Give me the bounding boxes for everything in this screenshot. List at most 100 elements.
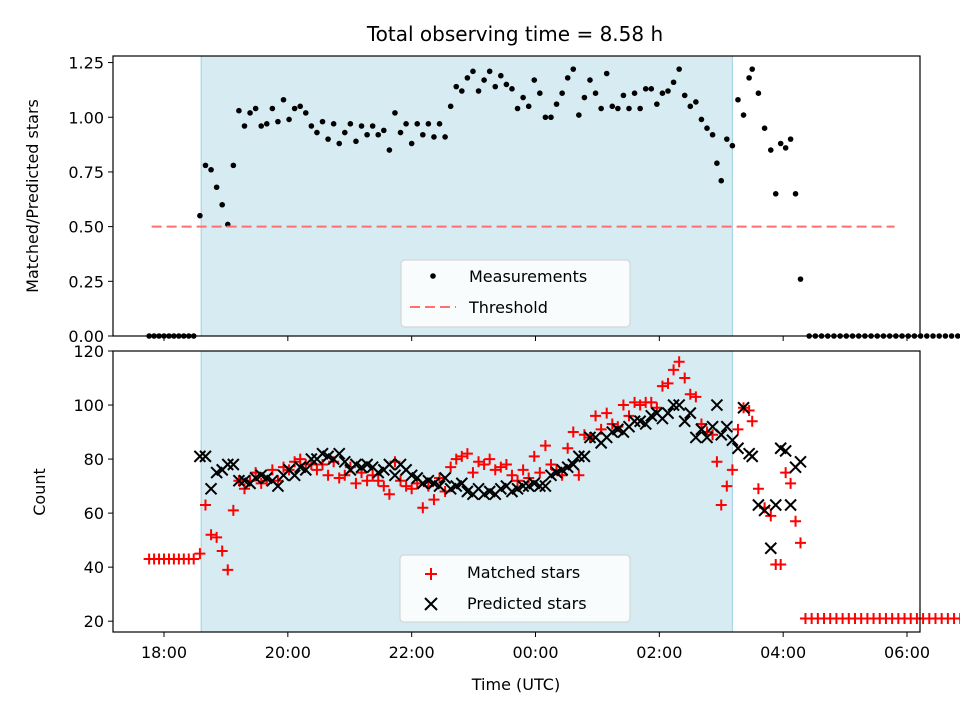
predicted-star-point <box>779 444 792 458</box>
matched-star-point <box>406 483 418 495</box>
measurement-point <box>709 131 716 138</box>
measurement-point <box>559 90 565 96</box>
measurement-point <box>693 99 699 105</box>
predicted-legend-marker <box>424 597 438 611</box>
measurement-point <box>470 68 476 75</box>
matched-star-point <box>752 483 764 495</box>
predicted-star-point <box>333 447 346 460</box>
lower-xtick-label: 18:00 <box>141 643 187 662</box>
matched-star-point <box>322 469 334 481</box>
matched-star-point <box>450 453 462 465</box>
predicted-star-point <box>578 450 591 463</box>
matched-star-point <box>684 388 696 400</box>
measurement-point <box>704 125 710 131</box>
matched-star-point <box>467 467 479 479</box>
matched-star-point <box>645 396 657 408</box>
matched-star-point <box>695 418 707 430</box>
measurement-point <box>642 86 649 92</box>
upper-ytick-label: 0.25 <box>68 272 104 291</box>
predicted-star-point <box>383 458 396 471</box>
measurement-point <box>453 83 460 90</box>
predicted-star-point <box>726 433 739 447</box>
predicted-star-point <box>227 458 240 471</box>
matched-star-point <box>780 467 792 479</box>
measurement-point <box>330 121 337 127</box>
measurement-point <box>459 88 465 94</box>
matched-star-point <box>629 396 641 408</box>
matched-star-point <box>445 461 457 473</box>
lower-ytick-label: 60 <box>84 504 104 523</box>
measurement-point <box>537 90 543 96</box>
predicted-star-point <box>695 423 708 436</box>
predicted-star-point <box>628 415 641 428</box>
measurement-point <box>353 138 359 145</box>
matched-star-point <box>656 380 668 392</box>
matched-star-point <box>311 464 323 476</box>
predicted-star-point <box>689 431 703 444</box>
measurement-point <box>447 103 454 110</box>
matched-star-point <box>456 450 468 462</box>
upper-axes-frame <box>112 55 921 337</box>
matched-star-point <box>662 377 674 389</box>
predicted-star-point <box>678 415 691 428</box>
matched-star-point <box>573 469 585 481</box>
matched-star-point <box>795 537 807 549</box>
measurement-point <box>777 140 784 147</box>
measurement-point <box>481 77 487 83</box>
predicted-star-point <box>710 398 724 412</box>
predicted-star-point <box>684 406 697 420</box>
matched-star-point <box>428 494 440 506</box>
predicted-star-point <box>746 450 759 463</box>
matched-star-point <box>726 464 738 476</box>
upper-legend: Measurements Threshold <box>400 259 631 328</box>
matched-star-point <box>765 510 777 522</box>
measurement-point <box>297 103 304 110</box>
measurement-point <box>464 75 471 81</box>
measurement-point <box>492 83 499 90</box>
lower-ticks: 20 40 60 80 100 120 18:00 20:00 22:00 00:00 02:00 0… <box>73 342 930 662</box>
measurement-point <box>258 123 265 129</box>
measurement-point <box>425 121 432 127</box>
measurement-point <box>603 70 610 77</box>
matched-star-point <box>378 480 390 492</box>
measurement-point <box>252 105 259 112</box>
predicted-star-point <box>639 417 652 431</box>
predicted-star-point <box>567 458 580 471</box>
measurement-point <box>369 123 376 129</box>
measurement-point <box>263 121 270 127</box>
predicted-star-point <box>731 442 745 455</box>
measurement-point <box>308 123 315 129</box>
measurement-point <box>414 121 421 127</box>
measurement-point <box>197 212 203 219</box>
measurement-point <box>659 90 666 96</box>
lower-ytick-label: 120 <box>73 342 104 361</box>
matched-star-point <box>534 467 546 479</box>
lower-y-axis-label: Count <box>30 468 49 516</box>
measurement-point <box>397 129 404 136</box>
measurement-point <box>576 112 582 118</box>
matched-star-point <box>528 450 540 462</box>
matched-star-point <box>539 440 551 452</box>
predicted-star-point <box>516 479 530 493</box>
measurement-point <box>420 131 426 138</box>
upper-ytick-label: 0.00 <box>68 327 104 346</box>
matched-star-point <box>954 612 960 624</box>
lower-panel: 20 40 60 80 100 120 18:00 20:00 22:00 00:00 02:00 0… <box>30 342 960 694</box>
matched-star-point <box>679 372 691 384</box>
matched-star-point <box>350 477 362 489</box>
matched-star-point <box>590 410 602 422</box>
predicted-star-point <box>221 458 234 471</box>
matched-star-point <box>333 472 345 484</box>
measurement-point <box>609 103 616 110</box>
lower-ytick-label: 100 <box>73 396 104 415</box>
x-axis-label: Time (UTC) <box>471 675 560 694</box>
predicted-star-point <box>672 398 686 412</box>
chart-title: Total observing time = 8.58 h <box>366 22 663 46</box>
predicted-legend-label: Predicted stars <box>467 594 587 613</box>
measurement-point <box>954 333 960 339</box>
matched-star-point <box>461 448 473 460</box>
lower-xtick-label: 20:00 <box>265 643 311 662</box>
predicted-star-point <box>388 469 402 482</box>
upper-ytick-label: 1.25 <box>68 54 104 73</box>
measurement-point <box>681 92 688 99</box>
